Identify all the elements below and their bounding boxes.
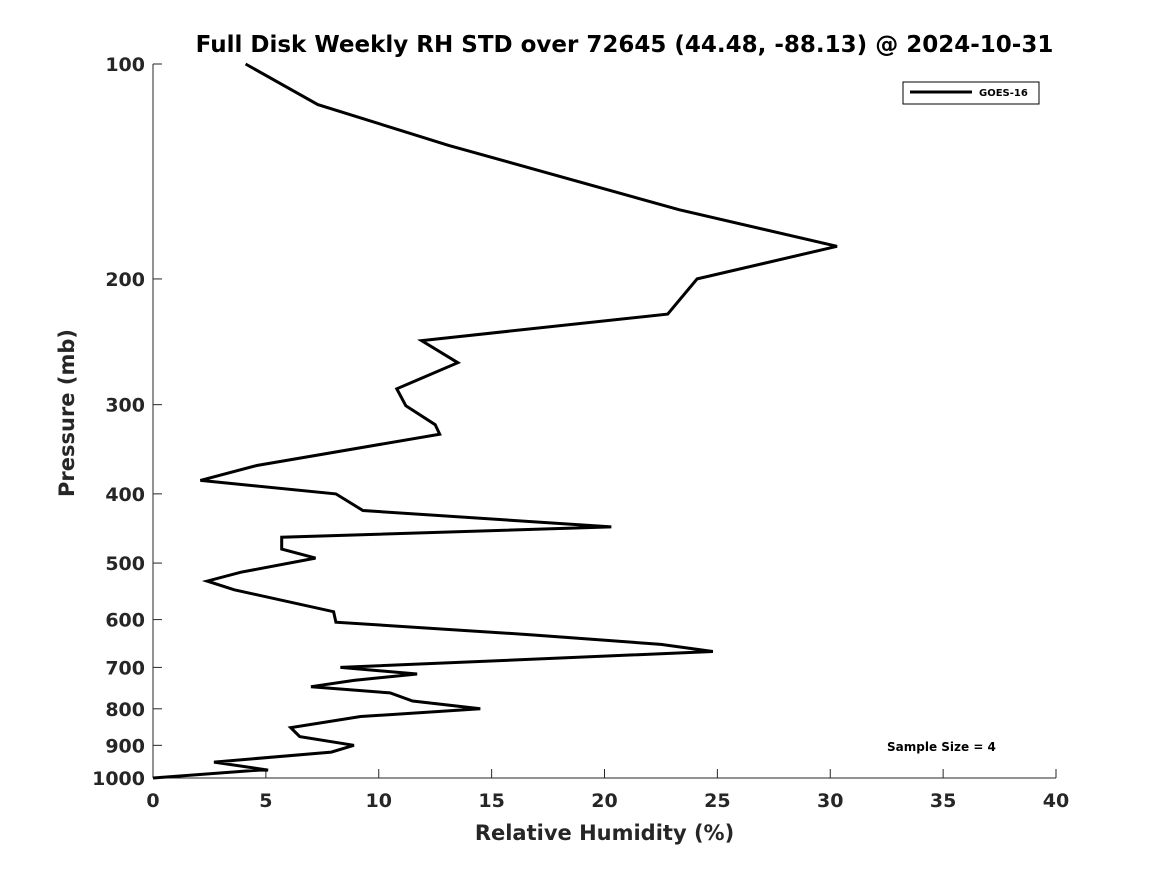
x-tick-label: 25 xyxy=(704,790,730,812)
y-tick-label: 300 xyxy=(105,395,145,417)
series-line-goes-16 xyxy=(152,62,838,780)
y-tick-label: 500 xyxy=(105,553,145,575)
x-tick-label: 0 xyxy=(146,790,159,812)
x-tick-label: 15 xyxy=(478,790,504,812)
y-axis-label: Pressure (mb) xyxy=(55,329,79,497)
y-tick-label: 400 xyxy=(105,484,145,506)
x-axis-label: Relative Humidity (%) xyxy=(475,821,734,845)
y-tick-label: 1000 xyxy=(92,768,145,790)
y-tick-label: 800 xyxy=(105,699,145,721)
x-tick-label: 30 xyxy=(817,790,843,812)
y-tick-label: 100 xyxy=(105,54,145,76)
chart-title: Full Disk Weekly RH STD over 72645 (44.4… xyxy=(196,32,1054,58)
x-tick-label: 35 xyxy=(930,790,956,812)
y-tick-label: 600 xyxy=(105,610,145,632)
x-tick-label: 10 xyxy=(366,790,392,812)
x-axis-ticks: 0 5 10 15 20 25 30 35 40 xyxy=(146,769,1069,812)
y-axis-ticks: 100 200 300 400 500 600 700 800 900 1000 xyxy=(92,54,162,790)
sample-size-annotation: Sample Size = 4 xyxy=(887,740,996,754)
x-tick-label: 40 xyxy=(1043,790,1069,812)
legend-label-goes-16: GOES-16 xyxy=(979,88,1028,99)
y-tick-label: 900 xyxy=(105,735,145,757)
y-tick-label: 700 xyxy=(105,657,145,679)
series-lines xyxy=(152,62,838,780)
x-tick-label: 20 xyxy=(591,790,617,812)
legend: GOES-16 xyxy=(902,81,1040,105)
x-tick-label: 5 xyxy=(259,790,272,812)
y-tick-label: 200 xyxy=(105,269,145,291)
